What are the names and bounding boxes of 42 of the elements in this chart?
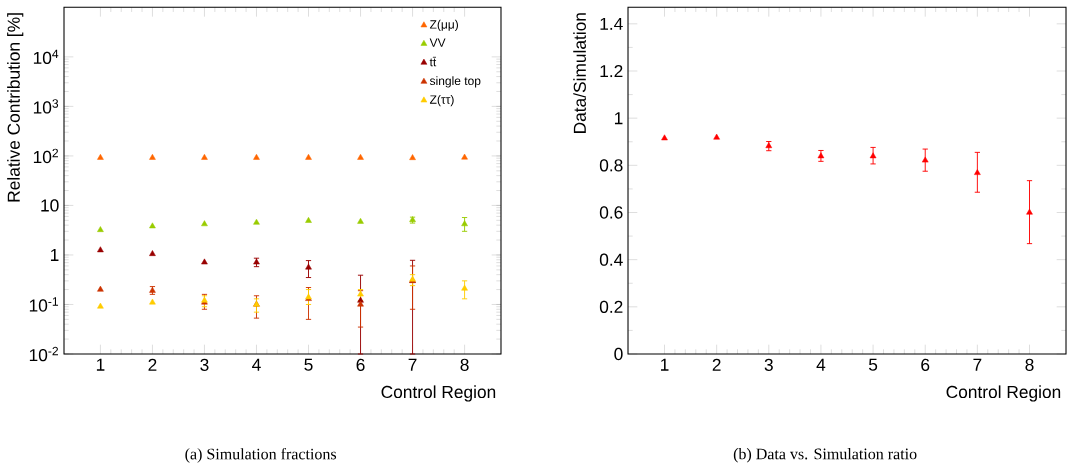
legend-label: single top <box>429 76 481 88</box>
x-tick-label: 2 <box>712 358 721 371</box>
x-axis-title: Control Region <box>946 385 1061 402</box>
x-axis-title: Control Region <box>381 385 496 402</box>
text: (b) Data vs. Simulation ratio <box>733 448 917 463</box>
x-tick-label: 6 <box>356 358 365 371</box>
legend-label: tt̄ <box>429 56 437 67</box>
y-tick-label: 0.4 <box>599 253 623 266</box>
y-tick-label: 10$^{3}$ <box>33 99 59 114</box>
y-tick-label: 10$^{4}$ <box>33 49 59 65</box>
x-tick-label: 1 <box>661 358 669 371</box>
x-tick-label: 8 <box>460 358 469 371</box>
y-tick-label: 1.4 <box>600 17 623 30</box>
y-tick-label: 0.6 <box>599 206 623 219</box>
legend-label: Z(μμ) <box>429 19 458 32</box>
x-tick-label: 7 <box>408 358 417 371</box>
y-tick-label: 0.2 <box>599 300 623 313</box>
y-tick-label: 1.2 <box>600 64 623 78</box>
y-tick-label: 1 <box>614 112 623 125</box>
legend-label: Z(ττ) <box>429 94 454 107</box>
y-tick-label: 0 <box>614 347 623 361</box>
x-tick-label: 2 <box>148 358 157 371</box>
y-tick-label: 0.8 <box>599 159 623 172</box>
x-tick-label: 4 <box>252 358 261 371</box>
x-tick-label: 7 <box>973 358 982 371</box>
y-axis-title: Relative Contribution [%] <box>7 13 24 202</box>
y-tick-label: 10 <box>41 199 59 212</box>
y-axis-title: Data/Simulation <box>573 13 586 133</box>
y-tick-label: 10$^{-2}$ <box>29 346 59 362</box>
x-tick-label: 6 <box>921 358 930 371</box>
x-tick-label: 1 <box>96 358 105 371</box>
y-tick-label: 10$^{2}$ <box>33 148 59 164</box>
y-tick-label: 1 <box>50 249 59 261</box>
x-tick-label: 3 <box>764 358 773 371</box>
x-tick-label: 5 <box>868 358 878 371</box>
x-tick-label: 3 <box>200 358 209 371</box>
legend-label: VV <box>429 38 446 47</box>
y-tick-label: 10$^{-1}$ <box>29 297 59 312</box>
text: (a) Simulation fractions <box>185 448 337 463</box>
x-tick-label: 5 <box>304 358 313 371</box>
x-tick-label: 4 <box>816 358 826 371</box>
x-tick-label: 8 <box>1025 358 1034 371</box>
